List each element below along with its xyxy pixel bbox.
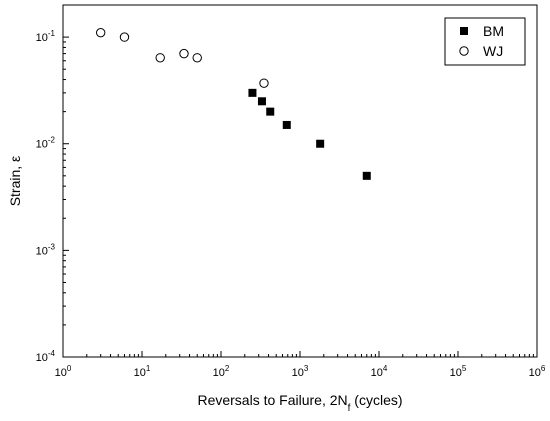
x-tick-label: 105 [450, 364, 467, 379]
data-point-bm [257, 97, 266, 106]
legend: BM WJ [444, 17, 526, 66]
data-point-wj [119, 32, 130, 42]
x-tick-label-base: 10 [450, 367, 462, 379]
data-point-wj [155, 53, 165, 63]
x-axis-title-main: Reversals to Failure, 2N [197, 392, 347, 408]
x-tick-label-base: 10 [371, 367, 383, 379]
x-tick-label-exponent: 6 [541, 364, 546, 373]
legend-box [444, 17, 526, 66]
y-tick-label-base: 10 [36, 32, 48, 44]
data-point-wj [95, 27, 106, 38]
y-tick-label-exponent: -4 [48, 349, 56, 358]
x-tick-label-exponent: 0 [67, 364, 72, 373]
x-tick-label-base: 10 [134, 367, 146, 379]
legend-marker-bm [460, 27, 468, 35]
y-axis-title: Strain, ε [7, 156, 23, 207]
x-tick-label: 102 [213, 364, 230, 379]
y-tick-label-base: 10 [36, 139, 48, 151]
y-tick-label-base: 10 [36, 245, 48, 257]
x-tick-label: 106 [529, 364, 546, 379]
data-point-bm [248, 88, 257, 97]
x-axis-title-subscript: f [348, 403, 351, 414]
data-point-bm [316, 139, 325, 148]
x-axis-title: Reversals to Failure, 2Nf (cycles) [197, 392, 402, 414]
x-tick-label: 104 [371, 364, 388, 379]
data-point-bm [362, 171, 371, 180]
y-tick-label-exponent: -3 [48, 242, 56, 251]
y-tick-label-exponent: -1 [48, 29, 56, 38]
legend-marker-wj [459, 46, 469, 56]
x-tick-label-base: 10 [55, 367, 67, 379]
x-tick-label-base: 10 [292, 367, 304, 379]
x-axis-ticks: 100 101 102 103 104 105 106 [55, 351, 546, 379]
x-tick-label-exponent: 4 [383, 364, 388, 373]
y-axis-ticks: 10-410-310-210-1 [36, 4, 69, 364]
data-point-wj [192, 53, 202, 63]
legend-label-wj: WJ [483, 43, 503, 59]
x-tick-label-exponent: 5 [462, 364, 467, 373]
x-tick-label: 101 [134, 364, 151, 379]
x-tick-label-exponent: 3 [304, 364, 309, 373]
x-tick-label-base: 10 [213, 367, 225, 379]
y-tick-label: 10-1 [36, 29, 56, 44]
y-tick-label-exponent: -2 [48, 136, 56, 145]
x-tick-label-exponent: 2 [225, 364, 230, 373]
data-point-bm [266, 107, 275, 116]
y-tick-label: 10-4 [36, 349, 56, 364]
y-tick-label: 10-2 [36, 136, 56, 151]
data-point-wj [179, 48, 189, 59]
x-axis-title-tail: (cycles) [350, 392, 402, 408]
data-point-bm [282, 120, 291, 129]
data-points [95, 27, 371, 180]
y-tick-label: 10-3 [36, 242, 56, 257]
x-tick-label: 100 [55, 364, 72, 379]
x-tick-label-base: 10 [529, 367, 541, 379]
x-tick-label-exponent: 1 [146, 364, 151, 373]
y-tick-label-base: 10 [36, 352, 48, 364]
x-tick-label: 103 [292, 364, 309, 379]
data-point-wj [259, 78, 269, 88]
legend-label-bm: BM [483, 23, 504, 39]
